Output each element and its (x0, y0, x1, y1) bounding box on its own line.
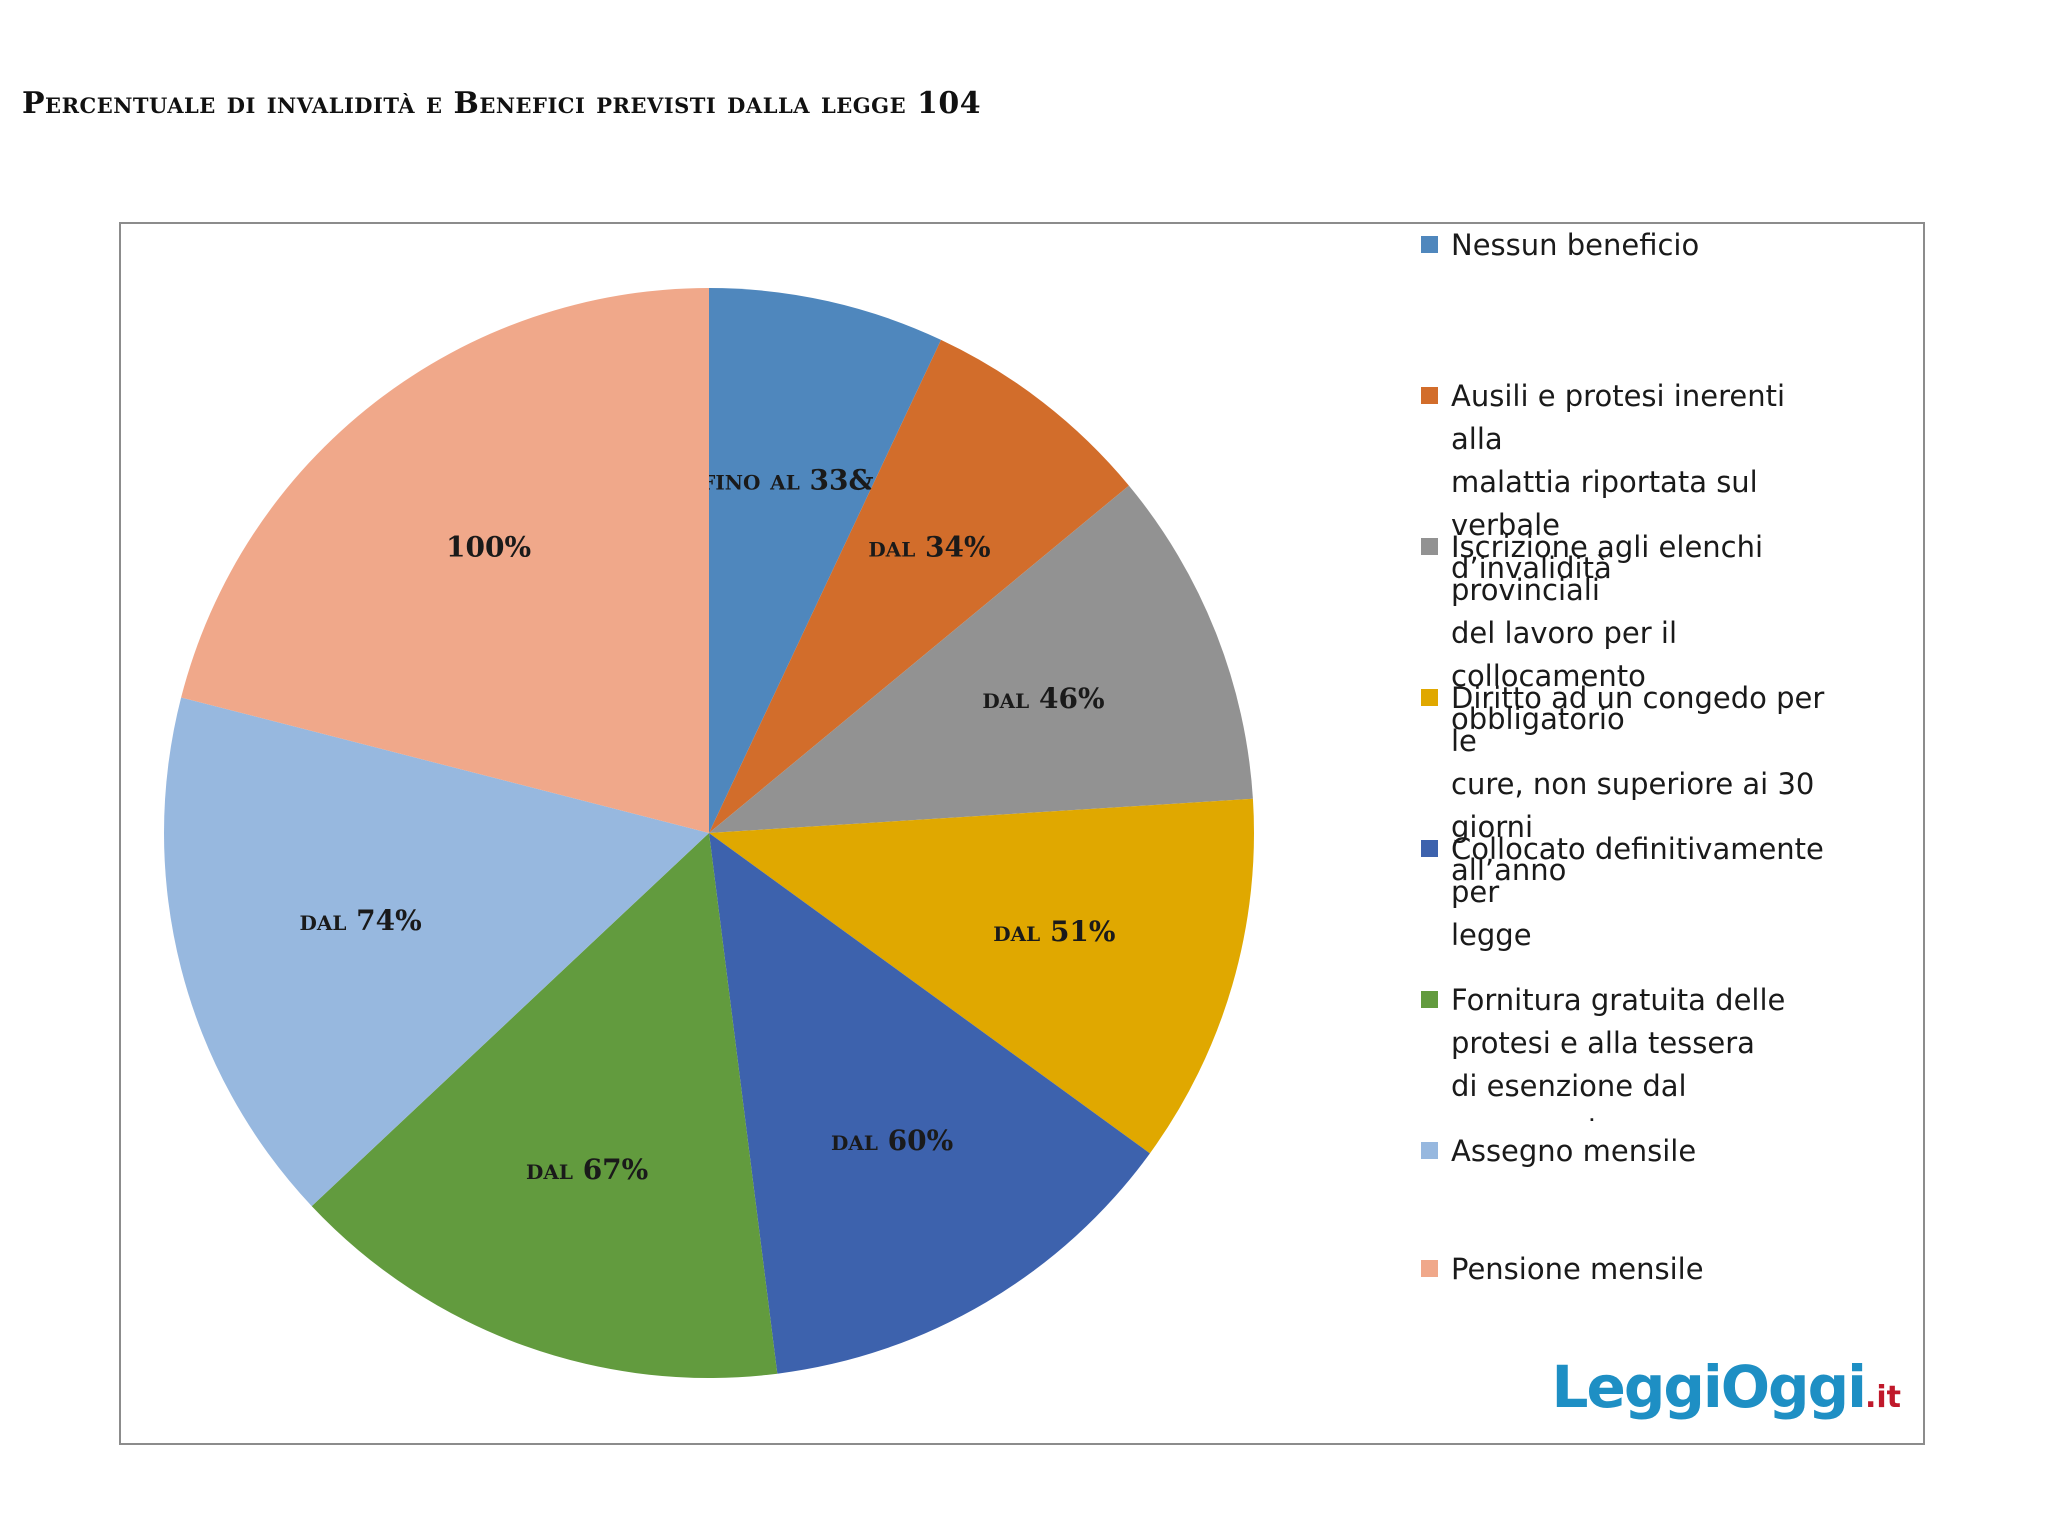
legend-label: Fornitura gratuita delle protesi e alla … (1451, 983, 1786, 1121)
pie-slice-6 (311, 833, 778, 1378)
legend-swatch (1421, 1260, 1438, 1277)
pie-slice-2 (709, 339, 1129, 833)
legend-label: Ausili e protesi inerenti alla malattia … (1451, 379, 1786, 585)
legend-swatch (1421, 387, 1438, 404)
pie-slice-7 (164, 697, 710, 1207)
legend-swatch (1421, 689, 1438, 706)
pie-slice-label-1: fino al 33& (701, 463, 874, 496)
pie-slice-label-8: 100% (446, 530, 531, 563)
pie-slice-label-7: dal 74% (299, 904, 421, 937)
pie-slice-label-2: dal 34% (868, 530, 990, 563)
legend-label: Assegno mensile (1451, 1134, 1697, 1168)
legend-item-6: Fornitura gratuita delle protesi e alla … (1421, 979, 1841, 1121)
legend-swatch (1421, 991, 1438, 1008)
pie-chart: fino al 33&dal 34% dal 46% dal 51% dal 60% d… (164, 288, 1254, 1378)
legend-swatch (1421, 538, 1438, 555)
chart-frame: fino al 33& dal 34% dal 46% dal 51% dal 60% d… (119, 222, 1925, 1445)
legend-swatch (1421, 236, 1438, 253)
pie-slice-label-5: dal 60% (831, 1124, 953, 1157)
logo-main-text: LeggiOggi (1551, 1353, 1867, 1421)
page-title: Percentuale di invalidità e Benefici pre… (22, 86, 982, 121)
pie-slice-label-4: dal 51% (993, 915, 1115, 948)
pie-slice-label-3: dal 46% (982, 682, 1104, 715)
pie-slice-1 (709, 288, 942, 833)
legend-label: Pensione mensile (1451, 1252, 1704, 1286)
legend-swatch (1421, 840, 1438, 857)
legend-label: Iscrizione agli elenchi provinciali del … (1451, 530, 1764, 736)
leggioggi-logo: LeggiOggi.it (1552, 1353, 1901, 1421)
logo-tld-text: .it (1864, 1380, 1901, 1415)
pie-slice-label-6: dal 67% (526, 1153, 648, 1186)
legend-swatch (1421, 1142, 1438, 1159)
legend-label: Diritto ad un congedo per le cure, non s… (1451, 681, 1825, 887)
pie-slice-8 (181, 288, 709, 833)
legend-label: Collocato definitivamente per legge (1451, 832, 1824, 952)
pie-slice-5 (709, 833, 1150, 1374)
pie-slice-4 (709, 798, 1254, 1154)
pie-slice-3 (709, 485, 1253, 833)
legend-label: Nessun beneficio (1451, 228, 1700, 262)
